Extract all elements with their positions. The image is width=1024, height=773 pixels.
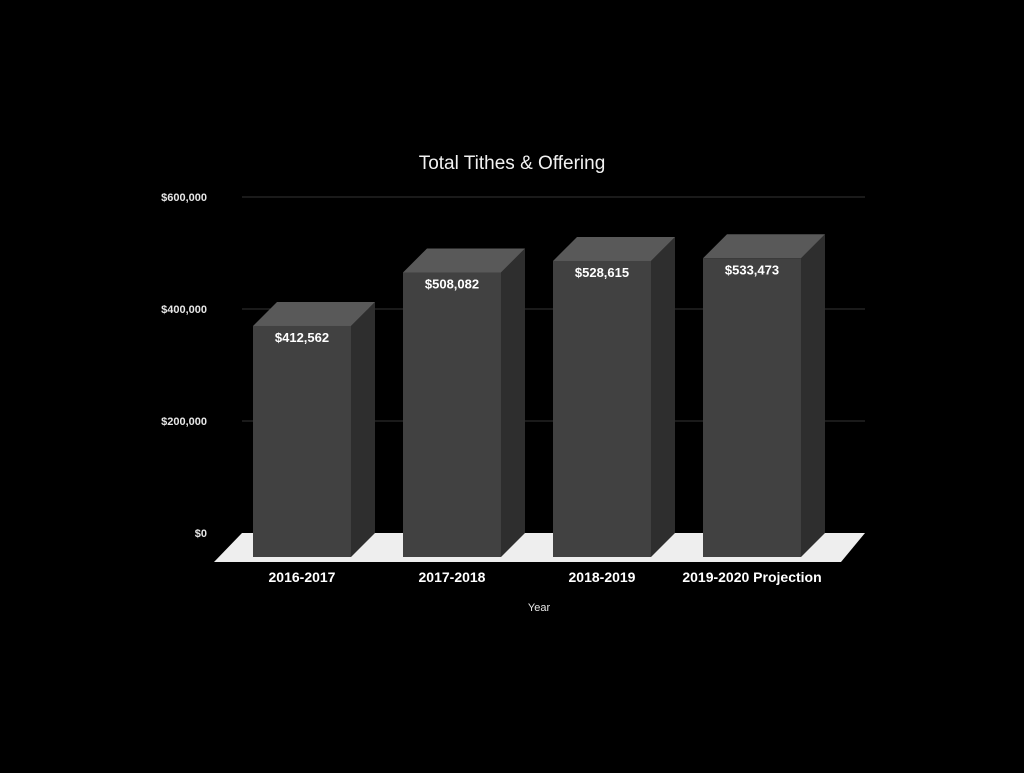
x-axis-title: Year xyxy=(528,602,551,614)
bar-side xyxy=(501,248,525,558)
y-tick-label: $200,000 xyxy=(161,416,207,428)
bar-side xyxy=(651,236,675,558)
data-label: $412,562 xyxy=(275,330,329,345)
y-axis-ticks: $0 $200,000 $400,000 $600,000 xyxy=(161,192,207,540)
bar xyxy=(403,272,501,557)
x-tick-label: 2019-2020 Projection xyxy=(682,569,821,585)
bar-group: $528,615 xyxy=(553,236,675,558)
bar-group: $533,473 xyxy=(703,234,825,557)
bar-top xyxy=(703,234,825,259)
bar-side xyxy=(801,234,825,557)
bar-top xyxy=(403,248,525,273)
bar-side xyxy=(351,301,375,557)
y-tick-label: $0 xyxy=(195,528,207,540)
chart-title: Total Tithes & Offering xyxy=(419,153,606,174)
y-tick-label: $600,000 xyxy=(161,192,207,204)
bar-group: $508,082 xyxy=(403,248,525,558)
bar xyxy=(703,258,801,557)
floor-plane xyxy=(214,533,865,562)
bars: $412,562 $508,082 $528,615 $533,473 xyxy=(253,234,825,558)
bar xyxy=(253,325,351,557)
bar-group: $412,562 xyxy=(253,301,375,557)
bar-top xyxy=(553,236,675,261)
bar-top xyxy=(253,301,375,326)
data-label: $528,615 xyxy=(575,265,629,280)
data-label: $533,473 xyxy=(725,262,779,277)
x-tick-label: 2016-2017 xyxy=(269,569,336,585)
x-axis-categories: 2016-2017 2017-2018 2018-2019 2019-2020 Pro… xyxy=(269,569,822,585)
x-tick-label: 2018-2019 xyxy=(569,569,636,585)
data-label: $508,082 xyxy=(425,276,479,291)
bar xyxy=(553,260,651,557)
x-tick-label: 2017-2018 xyxy=(419,569,486,585)
y-tick-label: $400,000 xyxy=(161,304,207,316)
chart-floor xyxy=(214,533,865,562)
